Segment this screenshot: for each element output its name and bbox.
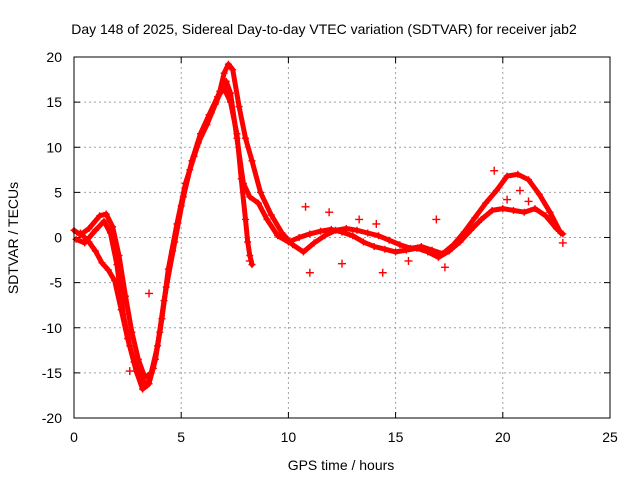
series-track-1 [71, 78, 566, 380]
y-tick-label: 5 [54, 184, 62, 200]
axis-ticks: 0 5 10 15 20 25 -20 -15 -10 -5 0 5 10 15 20 [42, 49, 618, 445]
x-tick-label: 5 [177, 429, 185, 445]
y-tick-label: 0 [54, 230, 62, 246]
y-tick-label: -20 [42, 410, 62, 426]
data-series [71, 61, 566, 392]
x-axis-label: GPS time / hours [288, 457, 395, 473]
y-tick-label: -10 [42, 320, 62, 336]
y-tick-label: 20 [46, 49, 62, 65]
scatter-markers [70, 60, 567, 393]
x-tick-label: 0 [70, 429, 78, 445]
x-tick-label: 20 [495, 429, 511, 445]
y-tick-label: -15 [42, 365, 62, 381]
grid-lines [74, 57, 610, 418]
y-tick-label: 15 [46, 94, 62, 110]
x-tick-label: 10 [281, 429, 297, 445]
plot-frame [73, 56, 611, 419]
chart-title: Day 148 of 2025, Sidereal Day-to-day VTE… [71, 21, 577, 37]
x-tick-label: 25 [602, 429, 618, 445]
series-track-2 [73, 61, 564, 392]
series-track-3 [77, 86, 255, 388]
y-tick-label: 10 [46, 139, 62, 155]
y-axis-label: SDTVAR / TECUs [5, 182, 21, 294]
x-tick-label: 15 [388, 429, 404, 445]
y-tick-label: -5 [50, 275, 63, 291]
